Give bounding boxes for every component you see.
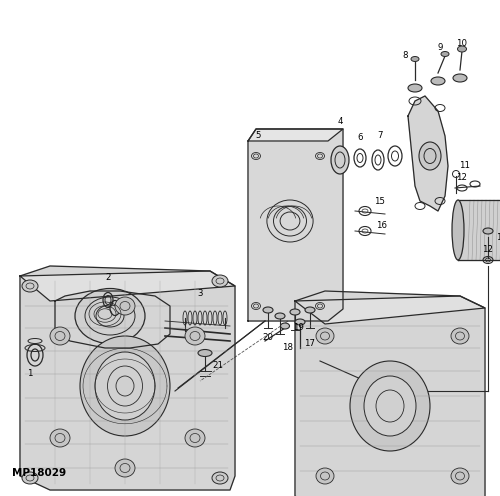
Text: 7: 7 [378, 131, 383, 140]
Text: 12: 12 [482, 245, 494, 253]
Text: 17: 17 [304, 339, 316, 349]
Ellipse shape [115, 297, 135, 315]
Ellipse shape [431, 77, 445, 85]
Text: 18: 18 [282, 344, 294, 353]
Text: 14: 14 [496, 234, 500, 243]
Ellipse shape [95, 352, 155, 420]
Text: MP18029: MP18029 [12, 468, 66, 478]
Ellipse shape [451, 328, 469, 344]
Polygon shape [295, 291, 485, 496]
Ellipse shape [305, 307, 315, 313]
Ellipse shape [331, 146, 349, 174]
Ellipse shape [115, 459, 135, 477]
Ellipse shape [350, 361, 430, 451]
Ellipse shape [75, 289, 145, 344]
Text: 16: 16 [376, 222, 388, 231]
Ellipse shape [441, 52, 449, 57]
Polygon shape [20, 266, 235, 490]
Polygon shape [248, 129, 343, 141]
Ellipse shape [408, 84, 422, 92]
Text: 4: 4 [337, 117, 343, 125]
Text: 2: 2 [105, 273, 111, 283]
Text: 8: 8 [402, 52, 408, 61]
Text: 15: 15 [374, 196, 386, 205]
Ellipse shape [483, 228, 493, 234]
Ellipse shape [185, 429, 205, 447]
Ellipse shape [411, 57, 419, 62]
Ellipse shape [80, 336, 170, 436]
Text: 10: 10 [456, 40, 468, 49]
Ellipse shape [22, 472, 38, 484]
Ellipse shape [212, 472, 228, 484]
Polygon shape [20, 271, 235, 301]
Text: 6: 6 [357, 133, 363, 142]
Text: 21: 21 [212, 362, 224, 371]
Text: 11: 11 [460, 162, 470, 171]
Text: 12: 12 [456, 174, 468, 183]
Ellipse shape [275, 313, 285, 319]
Ellipse shape [451, 468, 469, 484]
Ellipse shape [22, 280, 38, 292]
Text: 9: 9 [438, 44, 442, 53]
Ellipse shape [295, 319, 305, 325]
Ellipse shape [185, 327, 205, 345]
Ellipse shape [280, 323, 289, 329]
Ellipse shape [364, 376, 416, 436]
Ellipse shape [316, 468, 334, 484]
Ellipse shape [458, 46, 466, 52]
Ellipse shape [263, 307, 273, 313]
Ellipse shape [453, 74, 467, 82]
Polygon shape [248, 129, 343, 321]
Text: 1: 1 [27, 370, 33, 378]
Polygon shape [408, 96, 448, 211]
Ellipse shape [50, 429, 70, 447]
Ellipse shape [50, 327, 70, 345]
Ellipse shape [212, 275, 228, 287]
Text: 19: 19 [292, 323, 304, 332]
Ellipse shape [290, 309, 300, 315]
Ellipse shape [198, 350, 212, 357]
Ellipse shape [316, 328, 334, 344]
Polygon shape [295, 296, 485, 324]
Polygon shape [55, 291, 170, 348]
Text: 3: 3 [197, 290, 203, 299]
Ellipse shape [452, 200, 464, 260]
Polygon shape [458, 200, 500, 260]
Ellipse shape [419, 142, 441, 170]
Text: 20: 20 [262, 333, 274, 343]
Text: 5: 5 [256, 131, 261, 140]
